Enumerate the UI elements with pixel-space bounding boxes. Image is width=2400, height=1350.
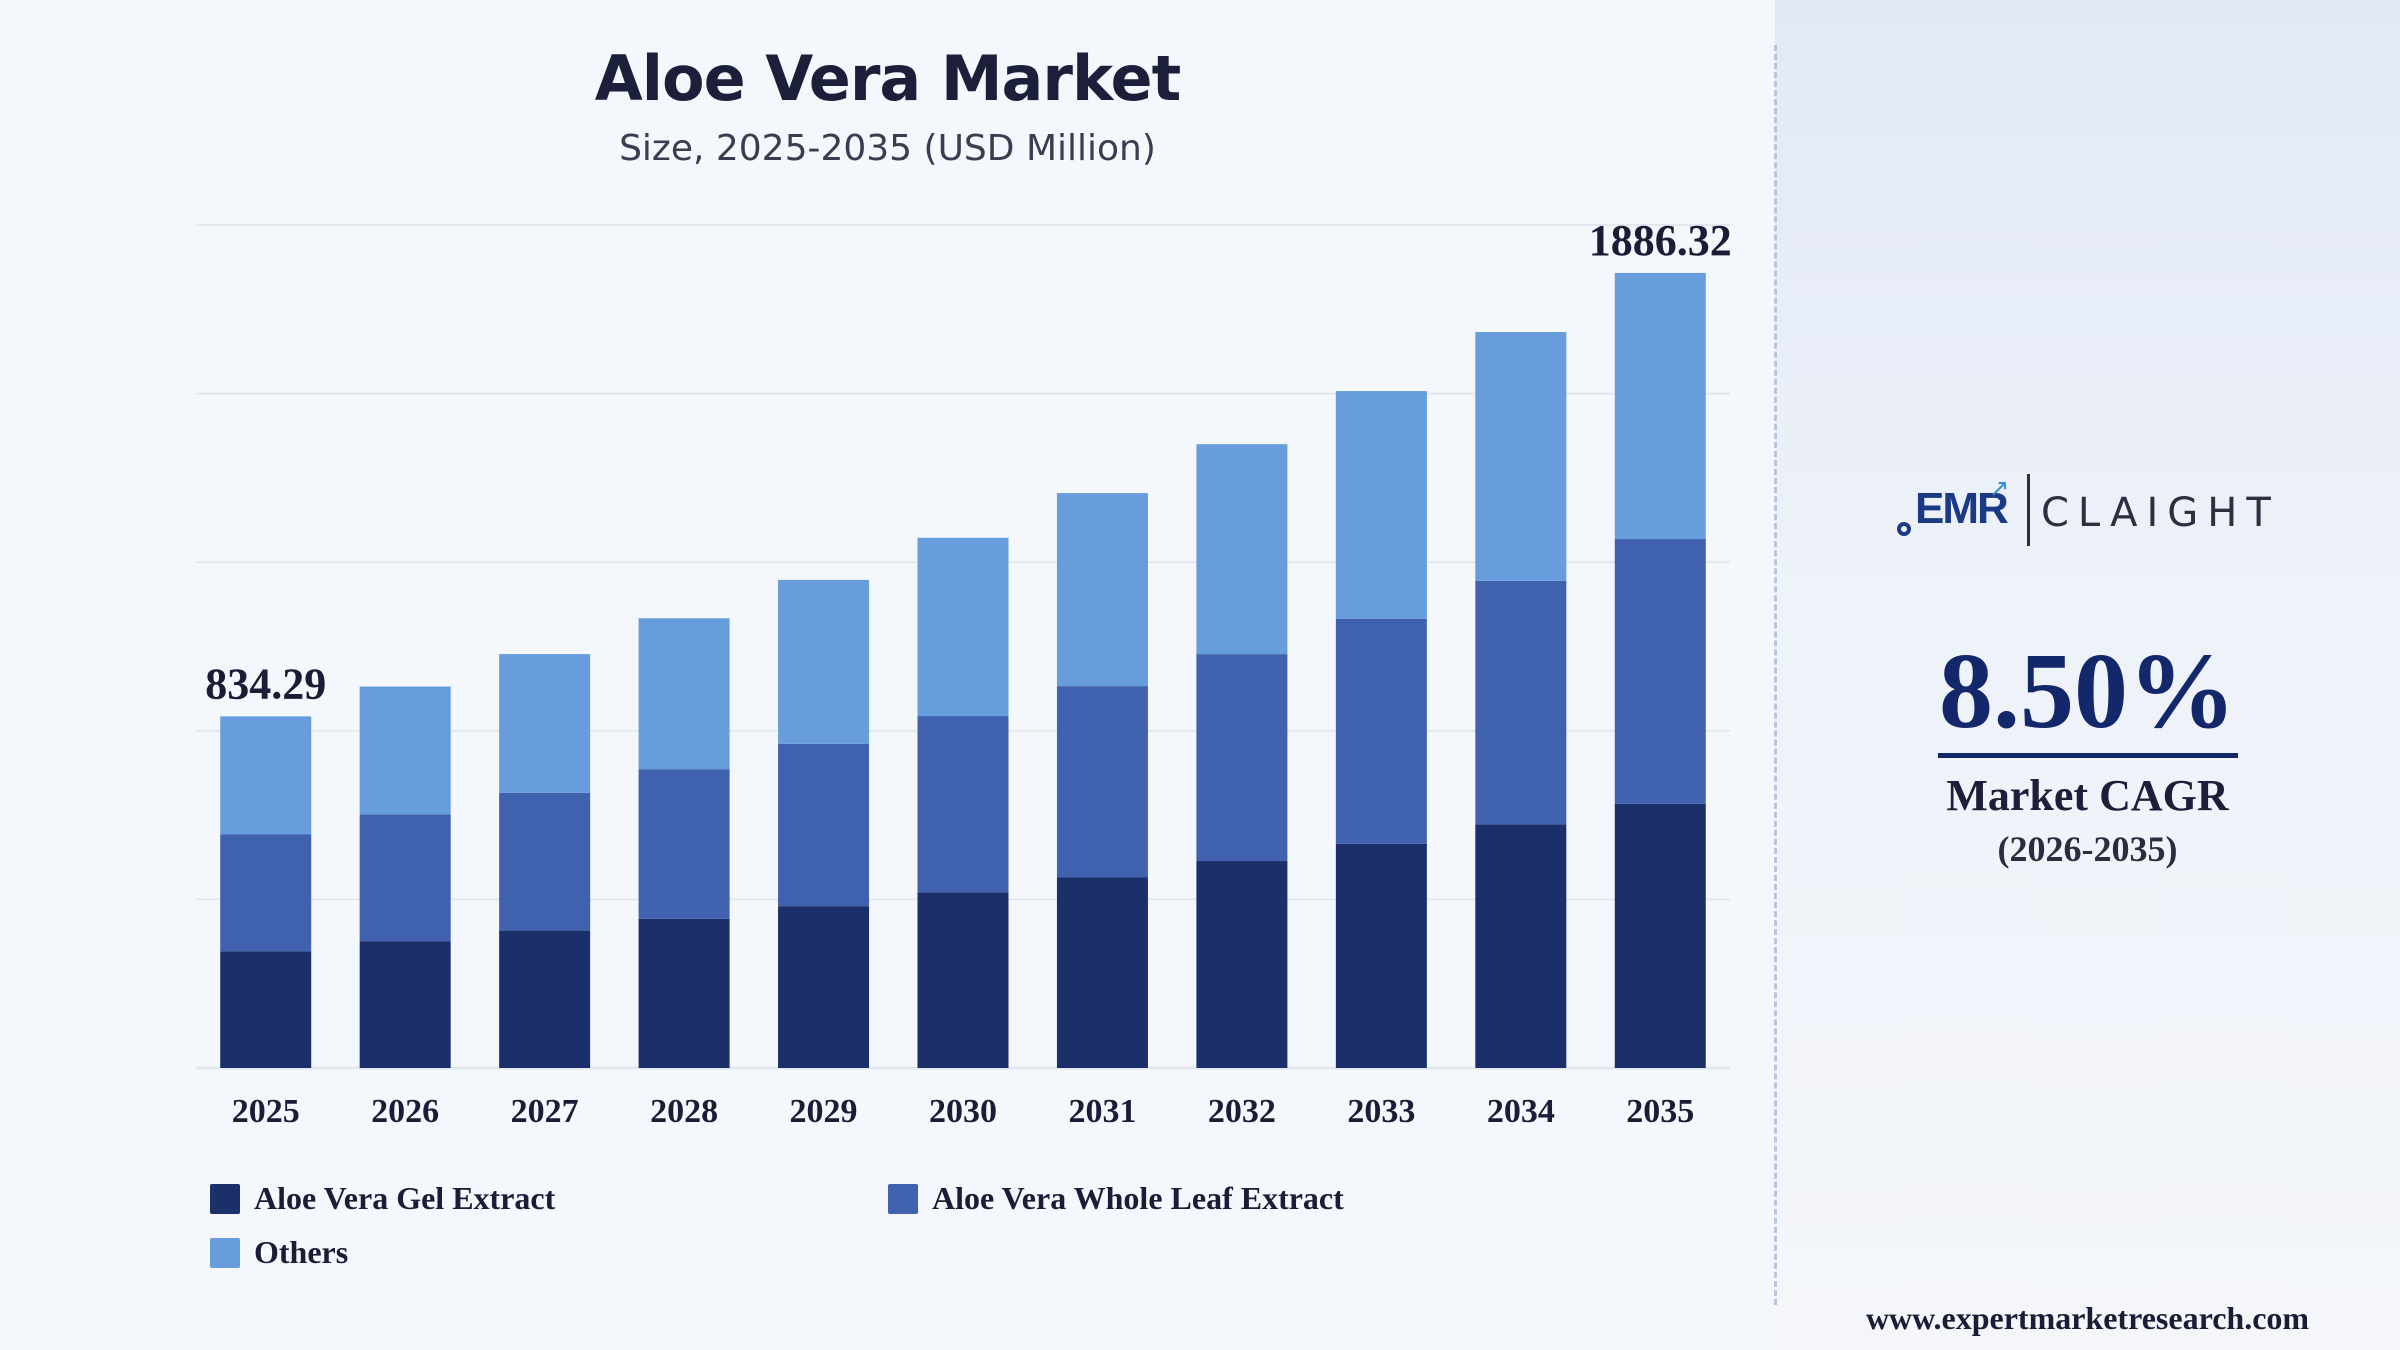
bar-segment-whole-leaf-extract-2031 xyxy=(1056,686,1148,878)
bar-segment-gel-extract-2028 xyxy=(638,918,730,1068)
legend-label-whole-leaf-extract: Aloe Vera Whole Leaf Extract xyxy=(932,1180,1344,1216)
legend-item-whole-leaf-extract: Aloe Vera Whole Leaf Extract xyxy=(888,1180,1344,1217)
chart-subtitle: Size, 2025-2035 (USD Million) xyxy=(619,128,1156,169)
x-tick-label: 2029 xyxy=(790,1093,858,1130)
bar-segment-whole-leaf-extract-2034 xyxy=(1475,580,1567,825)
bar-segment-others-2028 xyxy=(638,618,730,770)
x-tick-label: 2033 xyxy=(1347,1093,1415,1130)
bar-segment-gel-extract-2030 xyxy=(917,892,1009,1068)
logo-separator xyxy=(2027,474,2030,546)
logo-dot-icon xyxy=(1897,522,1911,536)
bar-segment-whole-leaf-extract-2032 xyxy=(1196,654,1288,862)
legend-label-others: Others xyxy=(254,1234,349,1270)
x-tick-label: 2035 xyxy=(1626,1093,1694,1130)
logo-arrow-icon: ↗ xyxy=(1989,474,2010,502)
x-tick-label: 2026 xyxy=(371,1093,439,1130)
bar-segment-others-2032 xyxy=(1196,444,1288,655)
bar-segment-whole-leaf-extract-2033 xyxy=(1335,618,1427,844)
bar-segment-gel-extract-2033 xyxy=(1335,843,1427,1068)
bar-segment-gel-extract-2025 xyxy=(220,951,312,1068)
bar-segment-whole-leaf-extract-2028 xyxy=(638,769,730,919)
bar-segment-others-2027 xyxy=(499,654,591,793)
x-tick-label: 2032 xyxy=(1208,1093,1276,1130)
bar-segment-gel-extract-2031 xyxy=(1056,877,1148,1068)
legend-item-gel-extract: Aloe Vera Gel Extract xyxy=(210,1180,555,1217)
legend-item-others: Others xyxy=(210,1234,348,1271)
bar-segment-whole-leaf-extract-2030 xyxy=(917,716,1009,893)
bar-segment-gel-extract-2027 xyxy=(499,930,591,1068)
cagr-period: (2026-2035) xyxy=(1997,829,2178,869)
bar-segment-others-2035 xyxy=(1614,272,1706,540)
bar-segment-whole-leaf-extract-2029 xyxy=(778,743,870,907)
bar-segment-gel-extract-2032 xyxy=(1196,861,1288,1068)
x-tick-label: 2028 xyxy=(650,1093,718,1130)
cagr-label: Market CAGR xyxy=(1946,771,2229,820)
x-tick-label: 2034 xyxy=(1487,1093,1555,1130)
legend-swatch-gel-extract xyxy=(210,1183,240,1214)
cagr-underline xyxy=(1938,753,2238,758)
bar-segment-whole-leaf-extract-2035 xyxy=(1614,539,1706,804)
bar-segment-whole-leaf-extract-2026 xyxy=(359,814,451,942)
stacked-bar-chart: 2025 2026 2027 2028 2029 2030 2031 2032 2033 2034… xyxy=(196,216,1732,1130)
bar-segment-others-2031 xyxy=(1056,493,1148,687)
bar-segment-gel-extract-2026 xyxy=(359,941,451,1068)
bar-segment-gel-extract-2035 xyxy=(1614,803,1706,1068)
data-label: 1886.32 xyxy=(1589,216,1732,265)
bar-segment-gel-extract-2034 xyxy=(1475,824,1567,1068)
logo-emr-text: EMR xyxy=(1915,484,2009,533)
x-tick-label: 2025 xyxy=(232,1093,300,1130)
bar-segment-others-2029 xyxy=(778,579,870,744)
x-tick-label: 2027 xyxy=(511,1093,579,1130)
bar-segment-whole-leaf-extract-2027 xyxy=(499,792,591,931)
bar-segment-others-2034 xyxy=(1475,332,1567,581)
chart-title: Aloe Vera Market xyxy=(594,42,1181,115)
x-tick-label: 2031 xyxy=(1068,1093,1136,1130)
bar-segment-gel-extract-2029 xyxy=(778,906,870,1068)
panel-divider xyxy=(1774,45,1777,1305)
summary-panel xyxy=(1775,0,2400,1350)
chart-legend: Aloe Vera Gel Extract Aloe Vera Whole Le… xyxy=(210,1180,1710,1290)
emr-claight-logo: EMR ↗ CLAIGHT xyxy=(1893,470,2293,555)
legend-label-gel-extract: Aloe Vera Gel Extract xyxy=(254,1180,556,1216)
bar-segment-others-2025 xyxy=(220,716,312,835)
legend-swatch-whole-leaf-extract xyxy=(888,1183,918,1214)
bar-segment-whole-leaf-extract-2025 xyxy=(220,834,312,952)
website-link[interactable]: www.expertmarketresearch.com xyxy=(1865,1300,2310,1336)
x-tick-label: 2030 xyxy=(929,1093,997,1130)
legend-swatch-others xyxy=(210,1237,240,1268)
logo-claight-text: CLAIGHT xyxy=(2041,490,2280,536)
bar-segment-others-2030 xyxy=(917,537,1009,717)
cagr-value: 8.50% xyxy=(1939,632,2236,751)
bar-segment-others-2033 xyxy=(1335,391,1427,619)
data-label: 834.29 xyxy=(205,659,326,708)
bar-segment-others-2026 xyxy=(359,686,451,815)
